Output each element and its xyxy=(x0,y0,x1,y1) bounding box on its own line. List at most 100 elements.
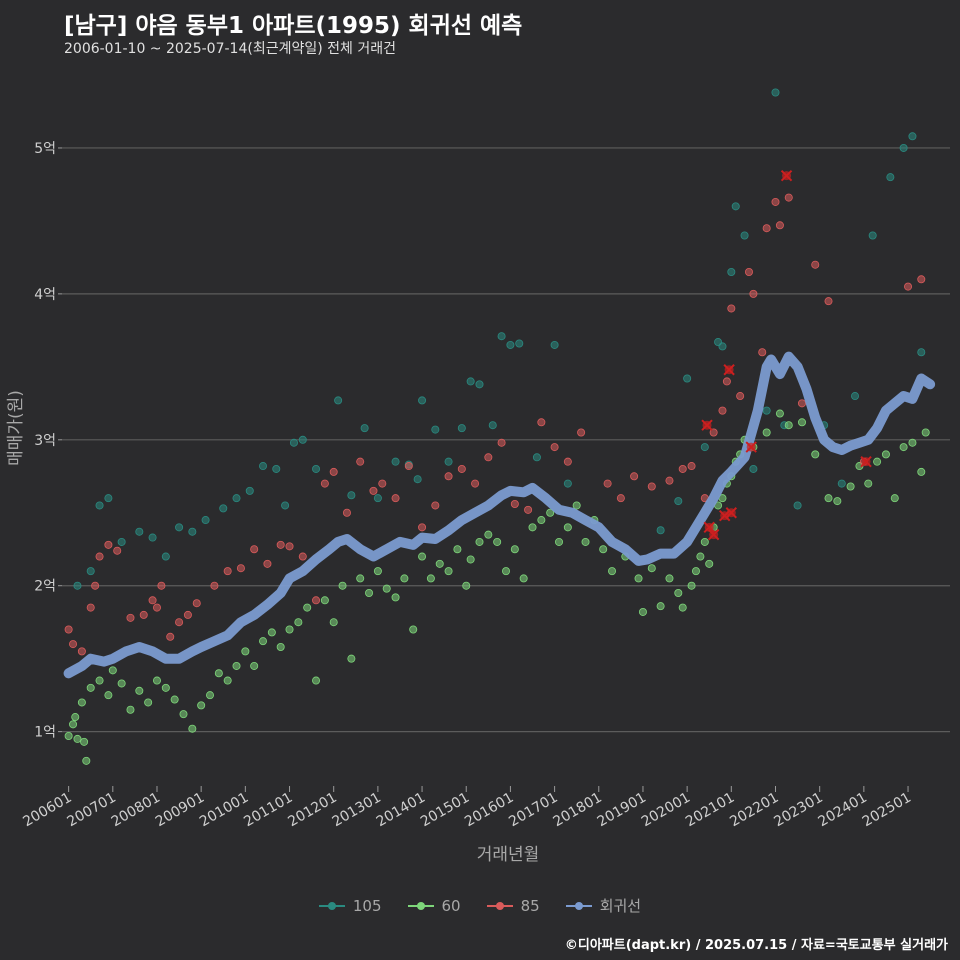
point-85 xyxy=(86,603,95,612)
point-105 xyxy=(656,526,665,535)
point-60 xyxy=(762,428,771,437)
point-60 xyxy=(908,438,917,447)
point-85 xyxy=(223,567,232,576)
data-points xyxy=(64,88,930,765)
point-85 xyxy=(471,479,480,488)
point-85 xyxy=(95,552,104,561)
highlight-marker xyxy=(723,364,735,376)
point-105 xyxy=(731,202,740,211)
x-tick-label: 200801 xyxy=(109,790,163,831)
y-axis-label: 매매가(원) xyxy=(6,390,26,466)
point-60 xyxy=(276,643,285,652)
point-85 xyxy=(298,552,307,561)
point-85 xyxy=(166,632,175,641)
point-60 xyxy=(608,567,617,576)
point-60 xyxy=(484,530,493,539)
point-60 xyxy=(537,516,546,525)
legend-key xyxy=(318,899,345,913)
point-105 xyxy=(117,537,126,546)
legend-label: 85 xyxy=(520,896,540,915)
point-60 xyxy=(373,567,382,576)
point-85 xyxy=(369,486,378,495)
legend-key-dot xyxy=(574,901,583,910)
point-60 xyxy=(135,686,144,695)
x-tick-label: 200901 xyxy=(153,790,207,831)
point-60 xyxy=(638,607,647,616)
x-tick-label: 201601 xyxy=(462,790,516,831)
point-105 xyxy=(281,501,290,510)
point-60 xyxy=(444,567,453,576)
point-60 xyxy=(126,705,135,714)
point-105 xyxy=(550,340,559,349)
x-tick-label: 202001 xyxy=(639,790,693,831)
y-tick-label: 4억 xyxy=(34,287,56,303)
point-60 xyxy=(241,647,250,656)
point-60 xyxy=(86,683,95,692)
point-85 xyxy=(77,647,86,656)
point-60 xyxy=(117,679,126,688)
point-85 xyxy=(709,428,718,437)
highlight-cross xyxy=(701,419,713,431)
legend-item: 회귀선 xyxy=(565,895,642,916)
point-60 xyxy=(824,494,833,503)
point-85 xyxy=(192,599,201,608)
point-105 xyxy=(851,392,860,401)
point-85 xyxy=(736,392,745,401)
regression-line xyxy=(63,351,936,679)
point-85 xyxy=(457,464,466,473)
point-85 xyxy=(917,275,926,284)
point-60 xyxy=(144,698,153,707)
point-105 xyxy=(515,339,524,348)
point-60 xyxy=(95,676,104,685)
point-85 xyxy=(762,224,771,233)
point-85 xyxy=(550,443,559,452)
point-105 xyxy=(475,380,484,389)
point-85 xyxy=(758,348,767,357)
point-60 xyxy=(555,537,564,546)
x-tick-label: 201301 xyxy=(330,790,384,831)
point-60 xyxy=(647,564,656,573)
point-60 xyxy=(356,574,365,583)
y-tick-labels: 1억 2억 3억 4억 5억 xyxy=(34,141,56,741)
chart-subtitle: 2006-01-10 ~ 2025-07-14(최근계약일) 전체 거래건 xyxy=(64,41,396,57)
point-60 xyxy=(77,698,86,707)
point-60 xyxy=(391,593,400,602)
point-105 xyxy=(135,527,144,536)
point-85 xyxy=(537,418,546,427)
point-85 xyxy=(497,438,506,447)
point-105 xyxy=(700,443,709,452)
point-85 xyxy=(811,260,820,269)
point-85 xyxy=(678,464,687,473)
point-60 xyxy=(501,567,510,576)
point-85 xyxy=(183,610,192,619)
point-60 xyxy=(294,618,303,627)
point-105 xyxy=(899,143,908,152)
point-60 xyxy=(899,443,908,452)
x-tick-label: 201701 xyxy=(506,790,560,831)
point-85 xyxy=(91,581,100,590)
point-85 xyxy=(904,282,913,291)
point-60 xyxy=(329,618,338,627)
point-60 xyxy=(678,603,687,612)
point-105 xyxy=(771,88,780,97)
legend-key xyxy=(486,899,513,913)
point-60 xyxy=(259,637,268,646)
point-60 xyxy=(519,574,528,583)
point-105 xyxy=(219,504,228,513)
point-60 xyxy=(232,661,241,670)
legend-label: 회귀선 xyxy=(599,897,642,915)
point-60 xyxy=(775,409,784,418)
point-60 xyxy=(881,450,890,459)
point-60 xyxy=(546,508,555,517)
x-tick-label: 200601 xyxy=(20,790,74,831)
point-105 xyxy=(506,340,515,349)
point-85 xyxy=(69,640,78,649)
y-tick-label: 2억 xyxy=(34,579,56,595)
point-85 xyxy=(665,476,674,485)
point-85 xyxy=(510,499,519,508)
point-85 xyxy=(312,596,321,605)
point-105 xyxy=(298,435,307,444)
point-60 xyxy=(197,701,206,710)
x-tick-label: 201901 xyxy=(595,790,649,831)
point-60 xyxy=(73,734,82,743)
